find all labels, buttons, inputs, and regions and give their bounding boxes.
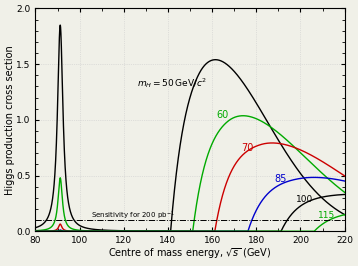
- Y-axis label: Higgs production cross section: Higgs production cross section: [5, 45, 15, 195]
- Text: 100: 100: [296, 195, 313, 204]
- Text: 115: 115: [318, 211, 335, 220]
- Text: 70: 70: [241, 143, 253, 153]
- Text: 60: 60: [217, 110, 229, 120]
- X-axis label: Centre of mass energy, $\sqrt{s}$ (GeV): Centre of mass energy, $\sqrt{s}$ (GeV): [108, 247, 272, 261]
- Text: $m_H = 50\,\mathrm{GeV}/c^2$: $m_H = 50\,\mathrm{GeV}/c^2$: [137, 76, 207, 90]
- Text: Sensitivity for 200 pb$^{-1}$: Sensitivity for 200 pb$^{-1}$: [91, 210, 174, 222]
- Text: 85: 85: [274, 174, 286, 184]
